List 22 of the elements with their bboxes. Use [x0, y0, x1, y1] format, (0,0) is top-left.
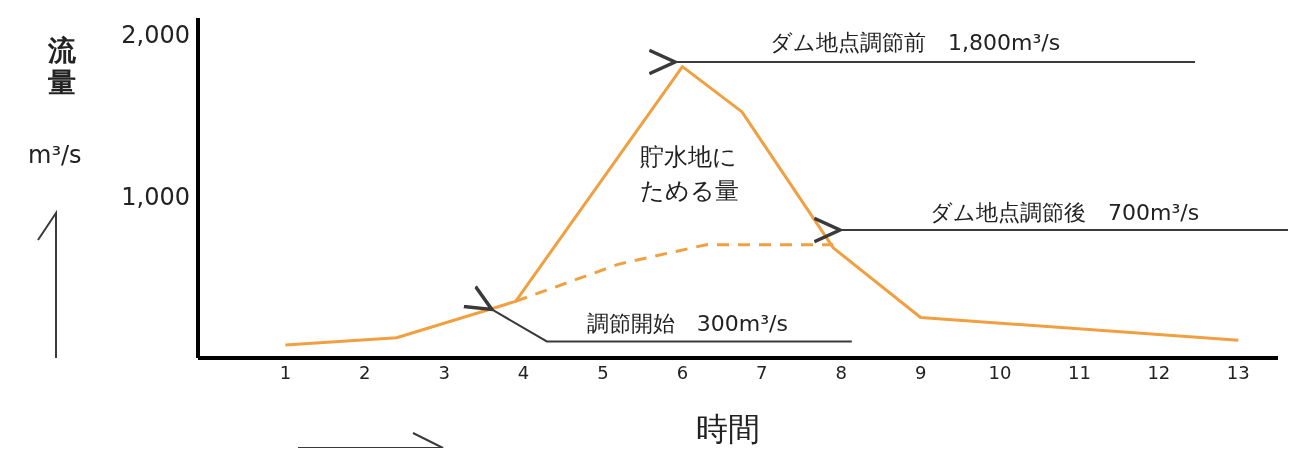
x-tick-label: 10 [988, 361, 1012, 383]
line-series [283, 65, 1240, 347]
annotation: ダム地点調節後 700m³/s [930, 200, 1200, 225]
x-tick-label: 2 [359, 361, 371, 383]
x-tick-label: 6 [676, 361, 689, 383]
x-tick-label: 8 [835, 361, 847, 383]
annotation: 調節開始 300m³/s [586, 311, 788, 337]
x-tick-label: 1 [279, 361, 292, 383]
x-tick-label: 3 [438, 361, 450, 383]
x-tick-label: 9 [914, 361, 927, 383]
x-tick-label: 5 [597, 361, 609, 383]
x-tick-label: 13 [1226, 361, 1250, 383]
y-tick-label: 1,000 [121, 182, 190, 211]
x-tick-label: 4 [517, 361, 530, 383]
x-tick-label: 12 [1147, 361, 1171, 383]
y-tick-label: 2,000 [121, 20, 190, 49]
x-tick-label: 7 [756, 361, 768, 383]
x-tick-label: 11 [1068, 361, 1091, 383]
annotation: 貯水地にためる量 [640, 142, 740, 207]
annotation: ダム地点調節前 1,800m³/s [770, 30, 1061, 55]
text: 流量 m³/s [28, 34, 82, 169]
x-axis-title: 時間 [696, 410, 760, 448]
